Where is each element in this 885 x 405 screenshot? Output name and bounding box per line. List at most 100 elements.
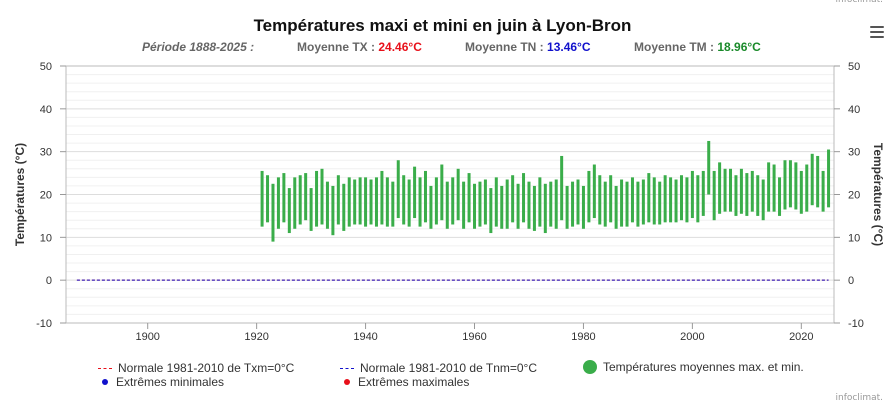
- range-bar: [532, 185, 536, 231]
- range-bar: [767, 162, 771, 212]
- range-bar: [772, 164, 776, 212]
- range-bar: [413, 166, 417, 219]
- range-bar: [783, 160, 787, 210]
- y-tick-label-left: 10: [40, 232, 52, 244]
- range-bar: [500, 185, 504, 229]
- range-bar: [364, 177, 368, 227]
- x-tick-label: 1980: [571, 331, 595, 343]
- y-tick-label-right: 40: [848, 104, 860, 116]
- range-bars: [260, 140, 831, 242]
- range-bar: [598, 175, 602, 225]
- mean-tx-value: 24.46°C: [378, 40, 422, 54]
- legend-normal-tnm[interactable]: Normale 1981-2010 de Tnm=0°C: [340, 361, 537, 375]
- range-bar: [658, 181, 662, 225]
- range-bar: [304, 173, 308, 221]
- y-tick-label-left: 50: [40, 61, 52, 73]
- y-tick-label-right: 50: [848, 61, 860, 73]
- legend-mean-temps-label: Températures moyennes max. et min.: [603, 360, 804, 374]
- range-bar: [522, 173, 526, 223]
- range-bar: [778, 177, 782, 216]
- range-bar: [374, 177, 378, 227]
- range-bar: [652, 177, 656, 225]
- range-bar: [445, 181, 449, 229]
- x-tick-label: 2000: [680, 331, 704, 343]
- range-bar: [630, 177, 634, 223]
- green-dot-icon: [583, 360, 597, 374]
- range-bar: [462, 181, 466, 229]
- legend-normal-txm-label: Normale 1981-2010 de Txm=0°C: [118, 361, 295, 375]
- credit-top: infoclimat.: [835, 0, 883, 5]
- range-bar: [734, 175, 738, 216]
- range-bar: [827, 149, 831, 208]
- range-bar: [293, 177, 297, 229]
- range-bar: [369, 179, 373, 225]
- mean-tm-value: 18.96°C: [717, 40, 761, 54]
- legend-normal-txm[interactable]: Normale 1981-2010 de Txm=0°C: [98, 361, 294, 375]
- range-bar: [745, 173, 749, 216]
- range-bar: [669, 177, 673, 223]
- range-bar: [821, 170, 825, 212]
- range-bar: [407, 179, 411, 227]
- range-bar: [581, 185, 585, 229]
- range-bar: [810, 153, 814, 206]
- range-bar: [592, 164, 596, 219]
- legend-extreme-max[interactable]: Extrêmes maximales: [340, 375, 469, 389]
- range-bar: [685, 177, 689, 223]
- mean-tn-value: 13.46°C: [547, 40, 591, 54]
- range-bar: [739, 168, 743, 214]
- range-bar: [385, 177, 389, 227]
- range-bar: [266, 175, 270, 223]
- range-bar: [320, 168, 324, 225]
- range-bar: [636, 181, 640, 227]
- mean-tx: Moyenne TX : 24.46°C: [297, 40, 422, 54]
- range-bar: [560, 155, 564, 221]
- range-bar: [663, 175, 667, 223]
- range-bar: [641, 179, 645, 225]
- blue-dot-icon: [102, 379, 108, 385]
- range-bar: [478, 181, 482, 227]
- mean-tn: Moyenne TN : 13.46°C: [465, 40, 591, 54]
- dashed-blue-line-icon: [340, 367, 354, 369]
- period-label: Période 1888-2025 :: [142, 40, 255, 54]
- x-tick-label: 1940: [353, 331, 377, 343]
- x-tick-label: 1960: [462, 331, 486, 343]
- range-bar: [473, 183, 477, 229]
- range-bar: [609, 175, 613, 223]
- range-bar: [325, 181, 329, 229]
- y-tick-label-right: 0: [848, 275, 854, 287]
- hamburger-menu-icon[interactable]: [870, 26, 884, 40]
- range-bar: [788, 160, 792, 208]
- range-bar: [423, 170, 427, 223]
- range-bar: [576, 179, 580, 225]
- range-bar: [718, 162, 722, 214]
- range-bar: [309, 188, 313, 231]
- legend-extreme-max-label: Extrêmes maximales: [358, 375, 470, 389]
- range-bar: [483, 179, 487, 225]
- range-bar: [467, 173, 471, 223]
- range-bar: [723, 168, 727, 212]
- range-bar: [494, 177, 498, 227]
- range-bar: [603, 181, 607, 227]
- range-bar: [625, 181, 629, 227]
- range-bar: [799, 170, 803, 214]
- y-tick-label-left: 0: [46, 275, 52, 287]
- range-bar: [271, 183, 275, 242]
- range-bar: [816, 155, 820, 208]
- range-bar: [794, 162, 798, 210]
- range-bar: [729, 168, 733, 212]
- range-bar: [647, 173, 651, 223]
- range-bar: [353, 179, 357, 225]
- x-tick-label: 1920: [244, 331, 268, 343]
- range-bar: [298, 175, 302, 225]
- mean-tm: Moyenne TM : 18.96°C: [634, 40, 761, 54]
- y-tick-label-left: -10: [36, 318, 52, 330]
- x-tick-label: 2020: [789, 331, 813, 343]
- range-bar: [434, 177, 438, 225]
- range-bar: [571, 181, 575, 227]
- legend-mean-temps[interactable]: Températures moyennes max. et min.: [583, 360, 804, 374]
- range-bar: [761, 179, 765, 221]
- y-tick-label-right: 10: [848, 232, 860, 244]
- legend-extreme-min[interactable]: Extrêmes minimales: [98, 375, 224, 389]
- range-bar: [674, 179, 678, 223]
